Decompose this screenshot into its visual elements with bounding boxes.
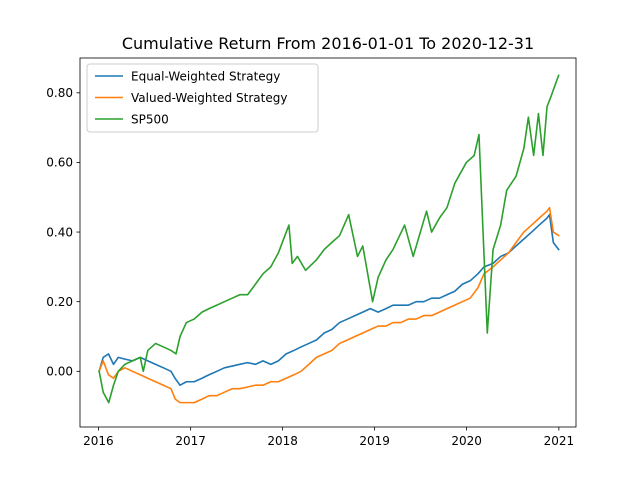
y-tick-label: 0.20 xyxy=(46,295,73,309)
y-tick-label: 0.80 xyxy=(46,86,73,100)
legend: Equal-Weighted Strategy Valued-Weighted S… xyxy=(86,63,319,133)
legend-label-0: Equal-Weighted Strategy xyxy=(131,69,280,83)
axes-frame xyxy=(79,57,577,428)
y-tick-label: 0.60 xyxy=(46,156,73,170)
x-tick-label: 2017 xyxy=(175,434,206,448)
x-tick-label: 2019 xyxy=(359,434,390,448)
series-line-2 xyxy=(98,74,560,404)
legend-label-2: SP500 xyxy=(131,112,169,126)
x-tick-label: 2016 xyxy=(83,434,114,448)
chart-title: Cumulative Return From 2016-01-01 To 202… xyxy=(122,34,534,53)
legend-label-1: Valued-Weighted Strategy xyxy=(131,91,287,105)
y-tick-label: 0.40 xyxy=(46,225,73,239)
x-tick-label: 2020 xyxy=(451,434,482,448)
legend-box xyxy=(86,63,319,133)
series-line-1 xyxy=(98,206,560,404)
y-tick-label: 0.00 xyxy=(46,365,73,379)
series-line-0 xyxy=(98,213,560,387)
x-tick-label: 2018 xyxy=(267,434,298,448)
plot-area xyxy=(98,74,560,404)
x-tick-label: 2021 xyxy=(544,434,575,448)
axes: 2016 2017 2018 2019 2020 2021 0.00 0.20 0.40 0.60… xyxy=(46,57,577,448)
